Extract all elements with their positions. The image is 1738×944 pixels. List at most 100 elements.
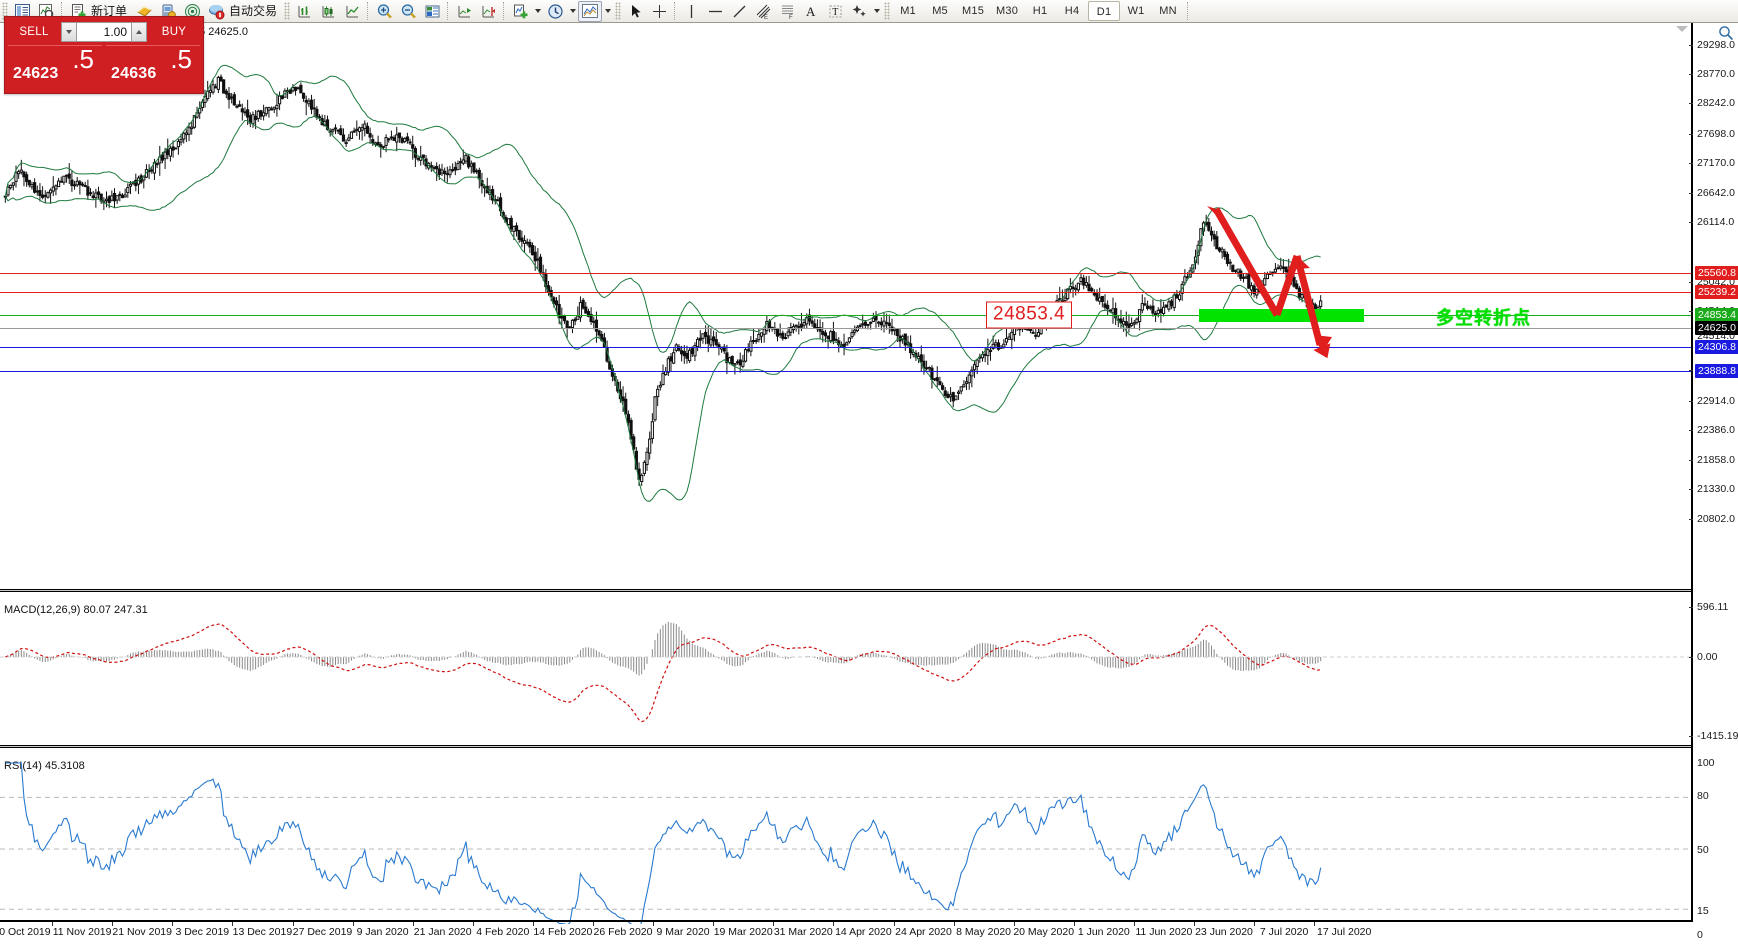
indicators-icon[interactable] [508, 1, 532, 22]
magnifier-icon[interactable] [1718, 25, 1734, 46]
signals-icon[interactable] [180, 1, 204, 22]
sell-button[interactable]: SELL [19, 25, 49, 38]
timeframe-m30[interactable]: M30 [996, 5, 1019, 17]
pivot-line-24853 [0, 315, 1693, 316]
candlestick-chart-icon[interactable] [316, 1, 340, 22]
date-tick [833, 922, 835, 926]
plot-border [0, 23, 1693, 922]
templates-icon[interactable] [578, 0, 603, 22]
date-tick [893, 922, 895, 926]
volume-increase-icon[interactable] [131, 21, 147, 42]
date-tick [1133, 922, 1135, 926]
line-chart-icon[interactable] [340, 1, 364, 22]
algo-trading-icon[interactable] [204, 1, 228, 22]
timeframe-mn[interactable]: MN [1159, 5, 1177, 17]
rsi-tick-label: 100 [1697, 757, 1715, 769]
horizontal-line-icon[interactable] [703, 1, 727, 22]
price-level-badge-support: 24306.8 [1695, 340, 1738, 354]
new-order-icon[interactable] [66, 1, 90, 22]
price-tick-label: 21330.0 [1697, 483, 1735, 496]
buy-price-fraction: .5 [170, 44, 192, 74]
chart-shift-icon[interactable] [476, 1, 500, 22]
buy-price-block[interactable]: 24636 .5 [106, 44, 200, 84]
date-tick-label: 21 Nov 2019 [112, 926, 172, 938]
zoom-out-icon[interactable] [396, 1, 420, 22]
price-tick-label: 22386.0 [1697, 424, 1735, 437]
indicators-dropdown-icon[interactable] [532, 1, 543, 22]
price-tick [1689, 370, 1693, 372]
templates-dropdown-icon[interactable] [602, 1, 613, 22]
date-tick-label: 14 Feb 2020 [533, 926, 593, 938]
toolbar-separator-3 [447, 2, 449, 20]
resistance-line-25239 [0, 292, 1693, 293]
price-flag-annotation: 24853.4 [986, 301, 1073, 329]
price-tick-label: 26114.0 [1697, 216, 1735, 229]
toolbar-grip-3[interactable] [615, 2, 622, 20]
date-tick-label: 21 Jan 2020 [413, 926, 472, 938]
buy-button[interactable]: BUY [161, 25, 187, 38]
toolbar-grip-2[interactable] [284, 2, 291, 20]
crosshair-icon[interactable] [647, 1, 671, 22]
macd-tick [1689, 657, 1693, 658]
sell-price-block[interactable]: 24623 .5 [8, 44, 102, 84]
candlestick-series [3, 74, 1323, 486]
auto-scroll-icon[interactable] [452, 1, 476, 22]
volume-stepper[interactable]: 1.00 [61, 21, 147, 42]
text-icon[interactable]: A [799, 1, 823, 22]
one-click-trading-panel[interactable]: SELL 1.00 BUY 24623 .5 24636 .5 [4, 16, 204, 94]
price-tick [1689, 311, 1693, 313]
zoom-in-icon[interactable] [372, 1, 396, 22]
price-level-badge-support: 23888.8 [1695, 364, 1738, 378]
chart-grid-icon[interactable] [420, 1, 444, 22]
text-label-icon[interactable]: T [823, 1, 847, 22]
trendline-icon[interactable] [727, 1, 751, 22]
price-tick-label: 22914.0 [1697, 394, 1735, 407]
price-level-badge-resistance: 25239.2 [1695, 285, 1738, 299]
date-tick [172, 922, 174, 926]
periods-icon[interactable] [543, 1, 567, 22]
rsi-tick-label: 50 [1697, 844, 1709, 856]
bar-chart-icon[interactable] [292, 1, 316, 22]
price-tick-label: 27698.0 [1697, 127, 1735, 140]
timeframe-m5[interactable]: M5 [932, 5, 948, 17]
toolbar-grip[interactable] [2, 2, 8, 20]
date-tick [352, 922, 354, 926]
date-tick [412, 922, 414, 926]
new-order-label[interactable]: 新订单 [91, 3, 128, 18]
algo-trading-label[interactable]: 自动交易 [229, 3, 278, 18]
volume-decrease-icon[interactable] [61, 21, 77, 42]
date-tick [1314, 922, 1316, 926]
date-tick-label: 19 Mar 2020 [713, 926, 773, 938]
cursor-icon[interactable] [623, 1, 647, 22]
timeframe-w1[interactable]: W1 [1127, 5, 1145, 17]
periods-dropdown-icon[interactable] [567, 1, 578, 22]
timeframe-m1[interactable]: M1 [900, 5, 916, 17]
expert-advisors-icon[interactable] [132, 1, 156, 22]
shapes-icon[interactable] [847, 1, 871, 22]
fibonacci-icon[interactable]: F [775, 1, 799, 22]
date-tick-label: 4 Feb 2020 [476, 926, 530, 938]
resistance-line-25560 [0, 273, 1693, 274]
date-tick-label: 3 Dec 2019 [175, 926, 230, 938]
rsi-line [5, 762, 1322, 924]
date-tick-label: 20 May 2020 [1013, 926, 1075, 938]
price-axis[interactable]: 29298.0 28770.0 28242.0 27698.0 27170.0 26642… [1689, 23, 1738, 941]
timeframe-h4[interactable]: H4 [1064, 5, 1080, 17]
strategy-tester-icon[interactable] [156, 1, 180, 22]
toolbar-grip-4[interactable] [884, 2, 891, 20]
vertical-line-icon[interactable] [679, 1, 703, 22]
price-tick [1689, 281, 1693, 283]
shapes-dropdown-icon[interactable] [871, 1, 882, 22]
chart-area[interactable]: HK50-,Daily 24902.5 24965.0 24535.5 2462… [0, 23, 1738, 944]
svg-text:F: F [789, 15, 793, 20]
volume-input[interactable]: 1.00 [77, 21, 131, 42]
timeframe-d1[interactable]: D1 [1088, 1, 1121, 21]
timeframe-m15[interactable]: M15 [962, 5, 985, 17]
timeframe-h1[interactable]: H1 [1032, 5, 1048, 17]
macd-histogram [7, 621, 1322, 676]
equidistant-channel-icon[interactable]: E [751, 1, 775, 22]
macd-pane-separator [0, 589, 1693, 592]
date-tick-label: 13 Dec 2019 [232, 926, 293, 938]
date-tick [713, 922, 715, 926]
toolbar-separator-6 [1187, 2, 1189, 20]
